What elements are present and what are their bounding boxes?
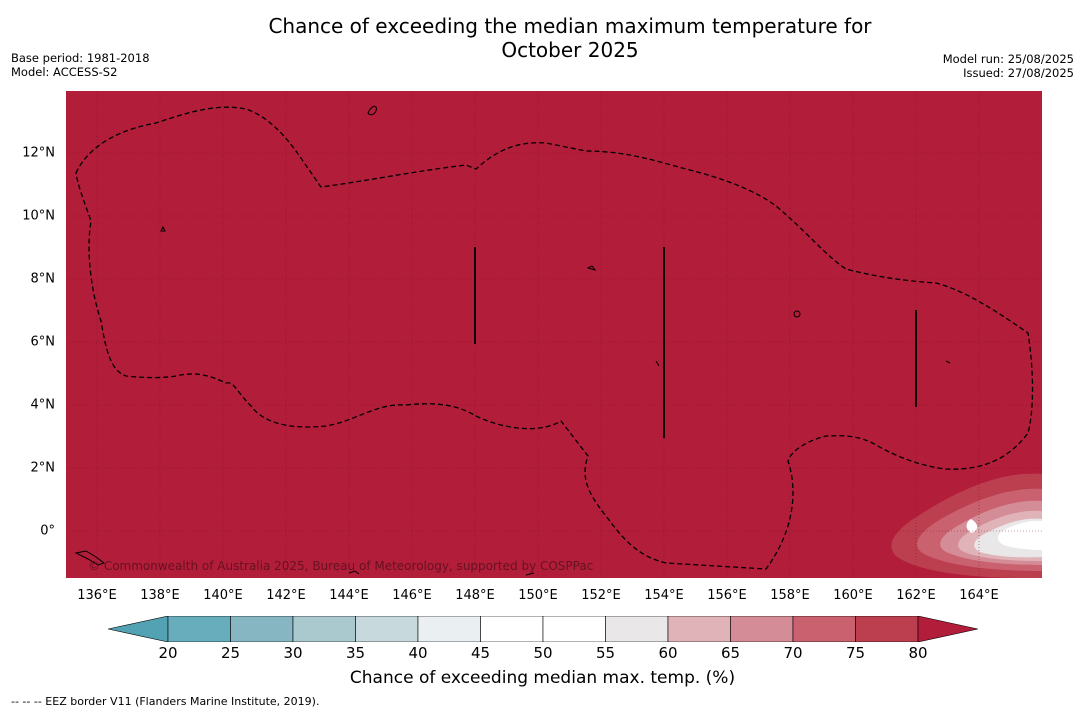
lat-tick: 8°N [30,271,56,287]
lon-tick: 154°E [644,588,684,603]
lat-tick: 10°N [22,208,55,224]
lon-tick: 160°E [833,588,873,603]
contour-region [891,473,1042,578]
base-period: Base period: 1981-2018 [11,51,150,65]
lon-tick: 162°E [896,588,936,603]
lon-tick: 146°E [392,588,432,603]
colorbar-tick: 50 [533,644,553,662]
colorbar-tick: 70 [783,644,803,662]
lat-tick: 2°N [30,460,56,476]
lat-tick: 12°N [22,145,55,161]
lat-tick: 6°N [30,334,56,350]
title-line-1: Chance of exceeding the median maximum t… [268,14,872,38]
lon-tick: 164°E [959,588,999,603]
lon-tick: 138°E [140,588,180,603]
colorbar-tick: 60 [658,644,678,662]
colorbar-tick: 35 [345,644,366,662]
colorbar-over-extension [917,616,978,642]
colorbar-segment [792,616,856,642]
colorbar-segment [355,616,419,642]
lon-tick: 144°E [329,588,369,603]
colorbar-tick: 40 [408,644,428,662]
lat-tick: 0° [40,523,55,539]
colorbar-segment [667,616,731,642]
colorbar-tick: 80 [908,644,928,662]
colorbar-tick: 25 [220,644,241,662]
meta-left: Base period: 1981-2018 Model: ACCESS-S2 [11,51,150,79]
colorbar-segment [855,616,919,642]
probability-field [66,91,1042,578]
island-outlines [74,105,951,576]
colorbar-segment [292,616,356,642]
eez-border [75,106,1034,570]
colorbar-tick: 65 [720,644,741,662]
lon-tick: 140°E [203,588,243,603]
map-title: Chance of exceeding the median maximum t… [160,14,980,62]
colorbar-tick: 75 [845,644,866,662]
issued-date: Issued: 27/08/2025 [963,66,1074,80]
lon-tick: 152°E [581,588,621,603]
colorbar-segment [730,616,794,642]
colorbar-segment [542,616,606,642]
lon-tick: 158°E [770,588,810,603]
lat-tick: 4°N [30,397,56,413]
lon-tick: 136°E [77,588,117,603]
colorbar-segment [230,616,294,642]
model-run: Model run: 25/08/2025 [942,52,1074,66]
meta-right: Model run: 25/08/2025 Issued: 27/08/2025 [943,52,1074,80]
colorbar-tick: 20 [158,644,178,662]
title-line-2: October 2025 [501,38,639,62]
model-name: Model: ACCESS-S2 [11,65,118,79]
copyright-watermark: © Commonwealth of Australia 2025, Bureau… [88,559,593,573]
lon-tick: 156°E [707,588,747,603]
colorbar-segment [605,616,669,642]
colorbar-segment [480,616,544,642]
forecast-map: © Commonwealth of Australia 2025, Bureau… [66,91,1042,578]
colorbar-segment [417,616,481,642]
eez-legend-note: -- -- -- EEZ border V11 (Flanders Marine… [11,695,320,708]
graticule [66,91,1042,578]
colorbar-label: Chance of exceeding median max. temp. (%… [349,668,736,688]
colorbar-segment [167,616,231,642]
colorbar-tick: 30 [283,644,303,662]
colorbar-under-extension [108,616,169,642]
lon-tick: 142°E [266,588,306,603]
colorbar [108,616,978,642]
colorbar-tick: 45 [470,644,491,662]
lon-tick: 150°E [518,588,558,603]
colorbar-tick: 55 [595,644,616,662]
lon-tick: 148°E [455,588,495,603]
line-features [474,247,917,438]
